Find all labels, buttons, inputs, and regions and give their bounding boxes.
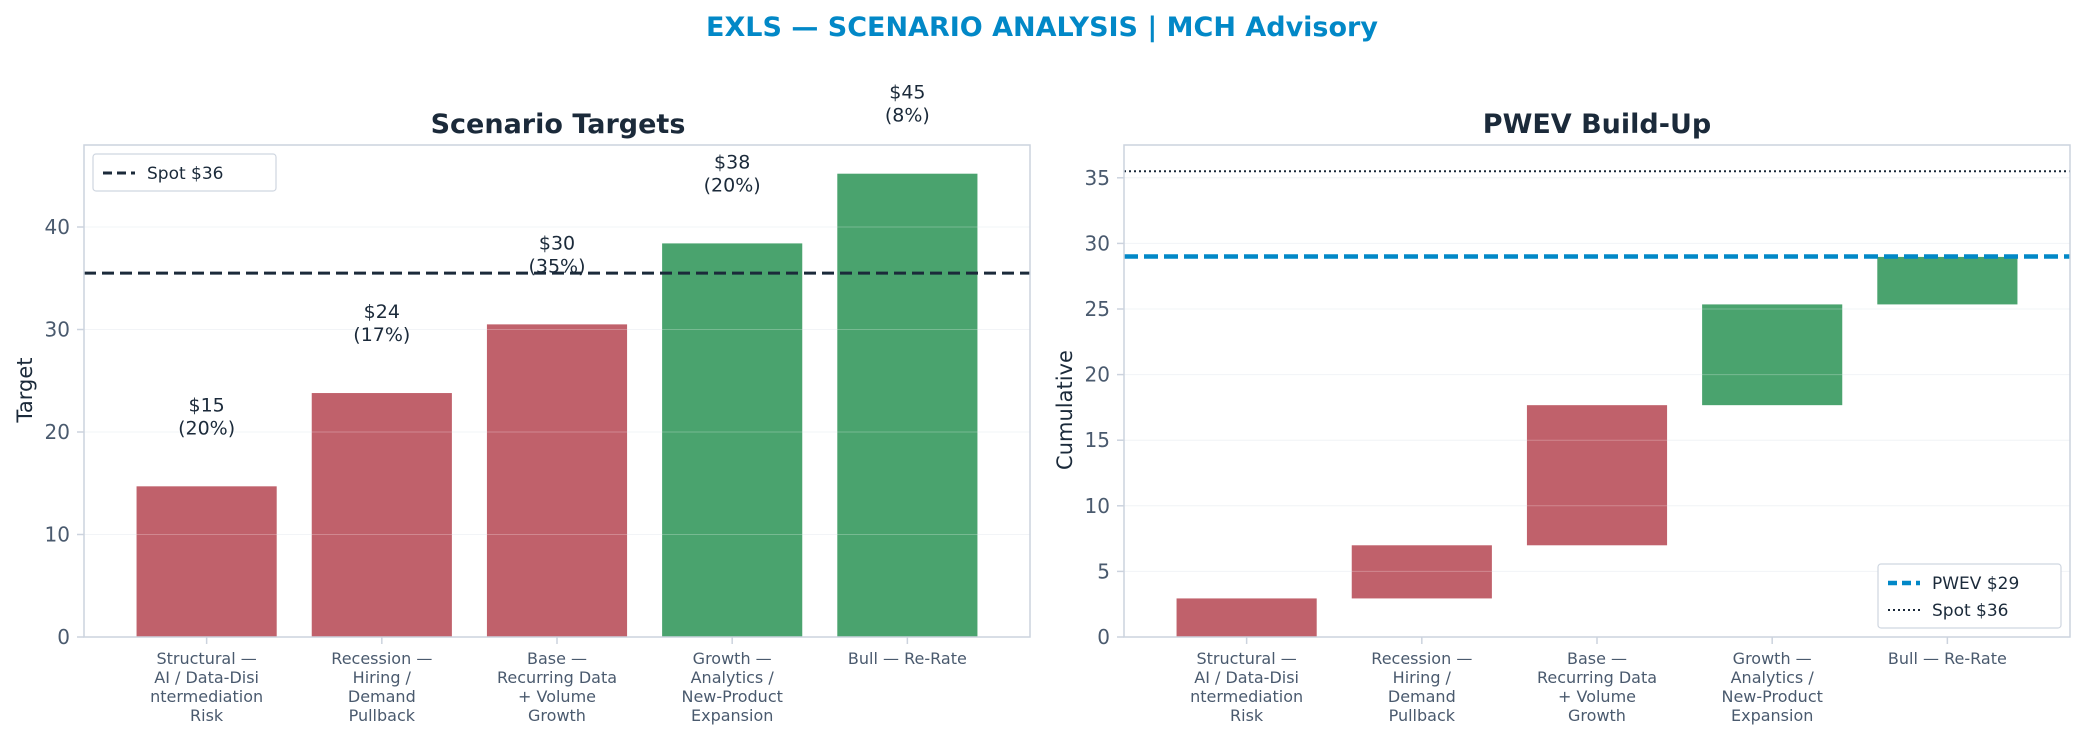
bar-value-label: $15 (20%) — [178, 394, 235, 439]
x-tick-label: Recession — Hiring / Demand Pullback — [331, 649, 432, 725]
bar — [1526, 405, 1668, 546]
bar — [1702, 304, 1843, 406]
bar — [311, 393, 452, 637]
x-tick-label: Bull — Re-Rate — [848, 649, 967, 668]
y-tick-label: 20 — [45, 420, 70, 444]
y-tick-label: 10 — [1085, 494, 1110, 518]
bar — [486, 324, 628, 637]
bar — [1176, 598, 1317, 637]
x-tick-label: Structural — AI / Data-Disi ntermediation R… — [150, 649, 263, 725]
legend-entry: Spot $36 — [1932, 601, 2009, 621]
bar — [136, 486, 277, 637]
legend-entry: PWEV $29 — [1932, 574, 2019, 594]
bar — [1877, 256, 2018, 305]
y-tick-label: 20 — [1085, 363, 1110, 387]
y-tick-label: 5 — [1097, 559, 1110, 583]
y-tick-label: 25 — [1085, 297, 1110, 321]
legend-entry: Spot $36 — [147, 164, 224, 184]
bar — [837, 173, 978, 637]
x-tick-label: Growth — Analytics / New-Product Expansion — [681, 649, 782, 725]
y-tick-label: 0 — [1097, 625, 1110, 649]
scenario-targets-title: Scenario Targets — [431, 109, 686, 140]
x-tick-label: Growth — Analytics / New-Product Expansion — [1721, 649, 1822, 725]
legend: PWEV $29 Spot $36 — [1877, 563, 2062, 629]
y-tick-label: 10 — [45, 523, 70, 547]
scenario-targets-chart: Scenario Targets Target 0 10 20 30 40 $15 (20%… — [13, 82, 1031, 725]
x-tick-label: Base — Recurring Data + Volume Growth — [1537, 649, 1657, 725]
figure-title: EXLS — SCENARIO ANALYSIS | MCH Advisory — [706, 12, 1378, 43]
legend-box — [92, 153, 277, 192]
legend-box — [1877, 563, 2062, 629]
y-tick-label: 40 — [45, 215, 70, 239]
axes-frame — [1123, 144, 2071, 638]
y-tick-label: 15 — [1085, 428, 1110, 452]
bar — [662, 243, 803, 637]
x-tick-label: Recession — Hiring / Demand Pullback — [1371, 649, 1472, 725]
pwev-buildup-chart: PWEV Build-Up Cumulative 0 5 10 15 20 25 30 35 S… — [1053, 109, 2071, 725]
y-tick-label: 30 — [45, 318, 70, 342]
scenario-targets-ylabel: Target — [13, 358, 37, 424]
pwev-buildup-title: PWEV Build-Up — [1483, 109, 1711, 140]
pwev-buildup-ylabel: Cumulative — [1053, 350, 1077, 470]
legend: Spot $36 — [92, 153, 277, 192]
x-tick-label: Structural — AI / Data-Disi ntermediation R… — [1190, 649, 1303, 725]
y-tick-label: 35 — [1085, 166, 1110, 190]
y-tick-label: 30 — [1085, 231, 1110, 255]
x-tick-label: Base — Recurring Data + Volume Growth — [497, 649, 617, 725]
bar-value-label: $38 (20%) — [704, 151, 761, 196]
bar-value-label: $45 (8%) — [885, 82, 930, 127]
x-tick-label: Bull — Re-Rate — [1888, 649, 2007, 668]
y-tick-label: 0 — [57, 625, 70, 649]
bar-value-label: $30 (35%) — [528, 232, 585, 277]
bar — [1351, 545, 1492, 599]
bar-value-label: $24 (17%) — [353, 301, 410, 346]
